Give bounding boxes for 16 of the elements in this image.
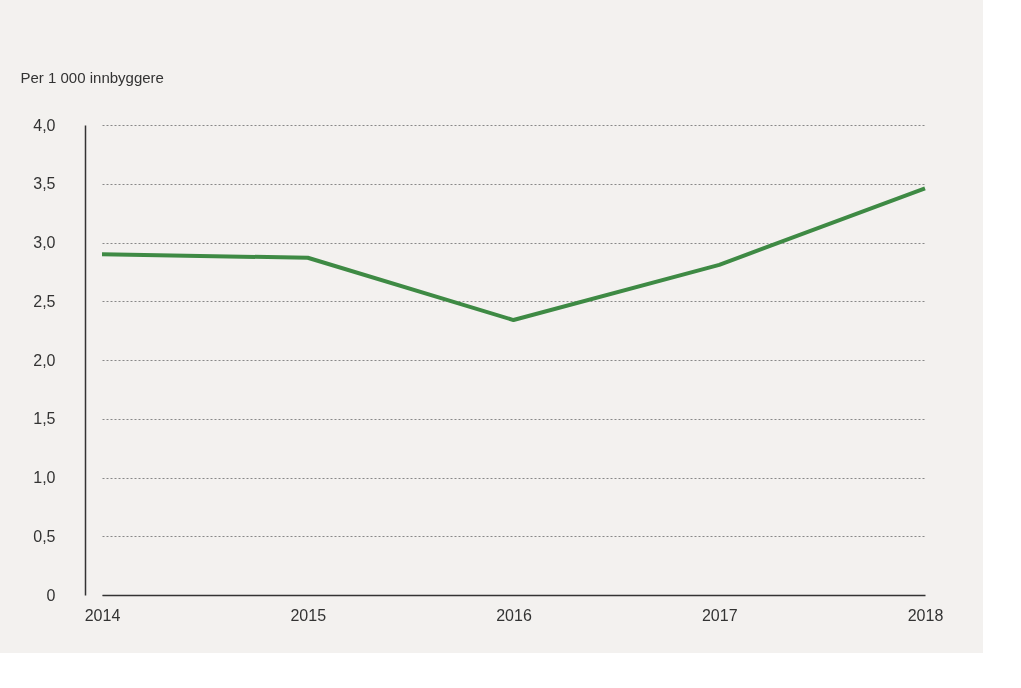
x-tick-label: 2014 (84, 606, 121, 624)
x-tick-label: 2016 (496, 606, 532, 624)
y-tick-label: 0,5 (33, 527, 56, 545)
y-tick-label: 1,0 (33, 469, 56, 486)
y-tick-label: 3,0 (33, 234, 56, 251)
line-series (100, 186, 927, 323)
x-tick-label: 2015 (290, 606, 327, 624)
y-tick-label: 3,5 (33, 175, 56, 193)
y-tick-label: 4,0 (33, 116, 56, 134)
y-tick-label: 2,5 (33, 292, 56, 310)
y-axis-title: Per 1 000 innbyggere (20, 68, 164, 86)
y-tick-label: 0 (46, 586, 56, 604)
x-tick-label: 2017 (701, 606, 738, 624)
x-tick-label: 2018 (907, 606, 944, 624)
y-tick-label: 2,0 (33, 351, 56, 369)
y-tick-label: 1,5 (33, 410, 56, 428)
